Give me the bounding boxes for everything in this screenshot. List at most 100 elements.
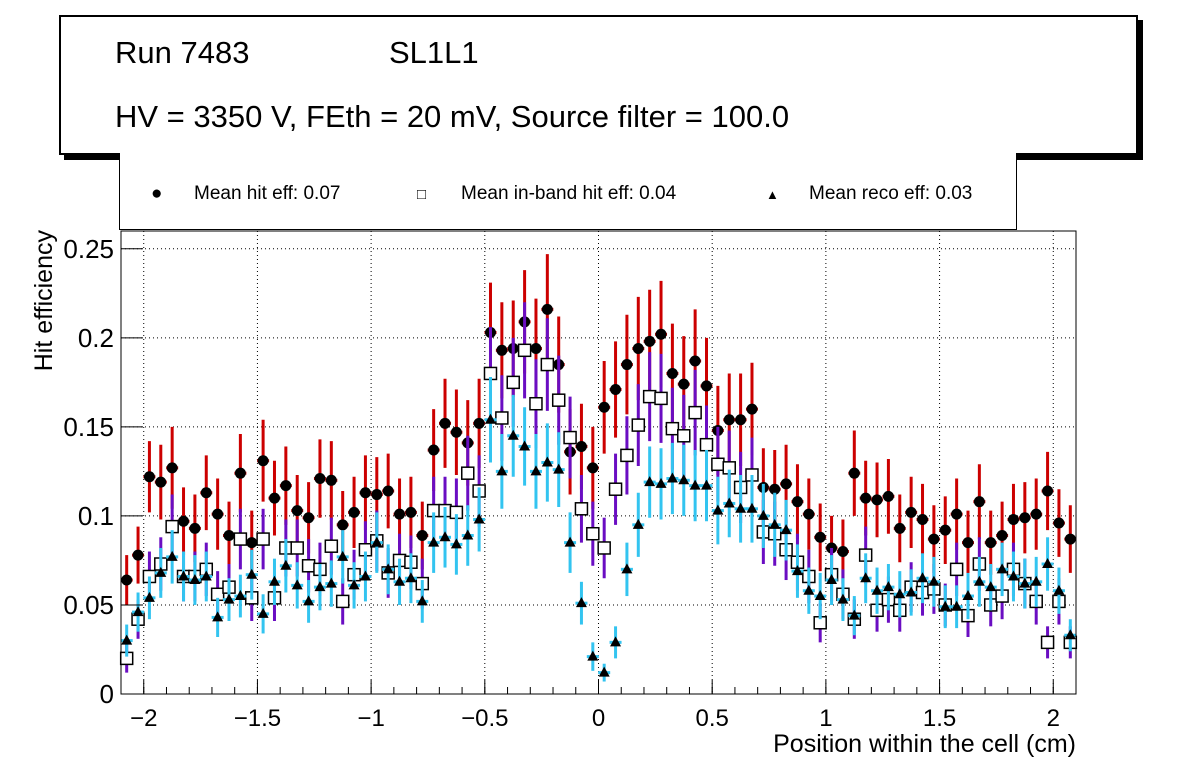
marker-triangle bbox=[575, 597, 587, 608]
data-point-reco bbox=[745, 474, 758, 543]
marker-circle bbox=[496, 344, 508, 356]
data-point-reco bbox=[507, 394, 520, 477]
axes: −2 −1.5 −1 −0.5 0 0.5 1 1.5 2 0 0.05 0.1 0.15 0.2 0.25 bbox=[63, 234, 1077, 732]
marker-circle bbox=[769, 483, 781, 495]
marker-triangle bbox=[701, 479, 713, 490]
marker-circle bbox=[666, 367, 678, 379]
marker-square bbox=[642, 389, 657, 404]
data-point-inband bbox=[335, 578, 350, 625]
marker-square bbox=[335, 594, 350, 609]
marker-triangle bbox=[1053, 584, 1065, 595]
data-point-hit bbox=[916, 483, 929, 556]
marker-triangle bbox=[632, 518, 644, 529]
marker-circle bbox=[962, 537, 974, 549]
data-point-hit bbox=[814, 503, 827, 572]
data-point-reco bbox=[814, 572, 827, 620]
marker-circle bbox=[337, 519, 349, 531]
data-point-reco bbox=[166, 530, 179, 584]
data-point-hit bbox=[609, 341, 622, 438]
data-point-hit bbox=[382, 453, 395, 529]
data-point-reco bbox=[700, 450, 713, 522]
marker-triangle bbox=[723, 497, 735, 508]
marker-circle bbox=[894, 522, 906, 534]
marker-triangle bbox=[1042, 558, 1054, 569]
data-point-reco bbox=[575, 581, 588, 625]
data-point-reco bbox=[609, 626, 622, 659]
marker-triangle bbox=[860, 572, 872, 583]
x-tick-label: 1 bbox=[819, 705, 832, 732]
marker-triangle bbox=[712, 504, 724, 515]
marker-triangle bbox=[621, 563, 633, 574]
marker-triangle bbox=[996, 563, 1008, 574]
data-point-inband bbox=[1040, 626, 1055, 659]
marker-triangle bbox=[837, 593, 849, 604]
data-point-hit bbox=[473, 378, 486, 468]
data-point-reco bbox=[632, 492, 645, 557]
data-point-reco bbox=[234, 574, 247, 618]
marker-circle bbox=[1064, 533, 1076, 545]
marker-triangle bbox=[303, 595, 315, 606]
marker-square bbox=[665, 421, 680, 436]
data-point-hit bbox=[848, 430, 861, 516]
marker-square bbox=[688, 405, 702, 420]
marker-triangle bbox=[337, 550, 349, 561]
marker-triangle bbox=[1030, 575, 1042, 586]
data-point-reco bbox=[927, 556, 940, 607]
marker-circle bbox=[780, 478, 792, 490]
marker-triangle bbox=[1007, 570, 1019, 581]
marker-triangle bbox=[121, 634, 133, 645]
marker-circle bbox=[837, 546, 849, 558]
marker-circle bbox=[632, 343, 644, 355]
marker-square bbox=[301, 559, 316, 573]
legend-marker-circle-icon: ● bbox=[151, 183, 163, 204]
data-point-reco bbox=[905, 569, 918, 616]
marker-triangle bbox=[507, 429, 519, 440]
data-point-reco bbox=[461, 505, 474, 566]
marker-triangle bbox=[553, 463, 565, 474]
data-point-reco bbox=[313, 564, 326, 611]
marker-triangle bbox=[143, 591, 155, 602]
marker-circle bbox=[371, 489, 383, 501]
data-point-inband bbox=[233, 508, 248, 570]
data-point-reco bbox=[154, 547, 167, 598]
data-point-reco bbox=[291, 562, 304, 609]
data-point-reco bbox=[859, 553, 872, 604]
marker-circle bbox=[701, 380, 713, 392]
marker-triangle bbox=[382, 563, 394, 574]
marker-circle bbox=[189, 522, 201, 534]
data-point-reco bbox=[564, 512, 577, 573]
marker-triangle bbox=[223, 593, 235, 604]
data-point-hit bbox=[359, 455, 372, 531]
x-tick-label: 1.5 bbox=[923, 705, 956, 732]
marker-triangle bbox=[268, 575, 280, 586]
data-point-hit bbox=[120, 555, 133, 605]
marker-circle bbox=[178, 515, 190, 527]
marker-triangle bbox=[1019, 577, 1031, 588]
marker-triangle bbox=[905, 586, 917, 597]
data-point-hit bbox=[188, 494, 201, 563]
data-point-reco bbox=[916, 553, 929, 604]
marker-circle bbox=[223, 530, 235, 542]
data-point-hit bbox=[132, 526, 145, 584]
legend-entry-inband: Mean in-band hit eff: 0.04 bbox=[461, 183, 677, 204]
data-point-hit bbox=[882, 458, 895, 534]
data-point-hit bbox=[439, 378, 452, 468]
data-point-hit bbox=[734, 373, 747, 467]
data-point-reco bbox=[325, 560, 338, 607]
data-point-hit bbox=[598, 360, 611, 454]
marker-square bbox=[540, 357, 555, 372]
data-point-reco bbox=[427, 512, 440, 573]
marker-triangle bbox=[894, 588, 906, 599]
marker-circle bbox=[996, 530, 1008, 542]
data-point-inband bbox=[688, 369, 702, 456]
x-tick-label: −1 bbox=[357, 705, 384, 732]
data-point-reco bbox=[223, 578, 236, 621]
data-point-inband bbox=[631, 384, 646, 467]
data-point-inband bbox=[551, 355, 566, 445]
data-point-hit bbox=[257, 419, 270, 502]
marker-circle bbox=[166, 462, 178, 474]
marker-circle bbox=[450, 426, 462, 438]
marker-triangle bbox=[1064, 629, 1076, 640]
marker-triangle bbox=[655, 477, 667, 488]
data-point-reco bbox=[279, 539, 292, 593]
